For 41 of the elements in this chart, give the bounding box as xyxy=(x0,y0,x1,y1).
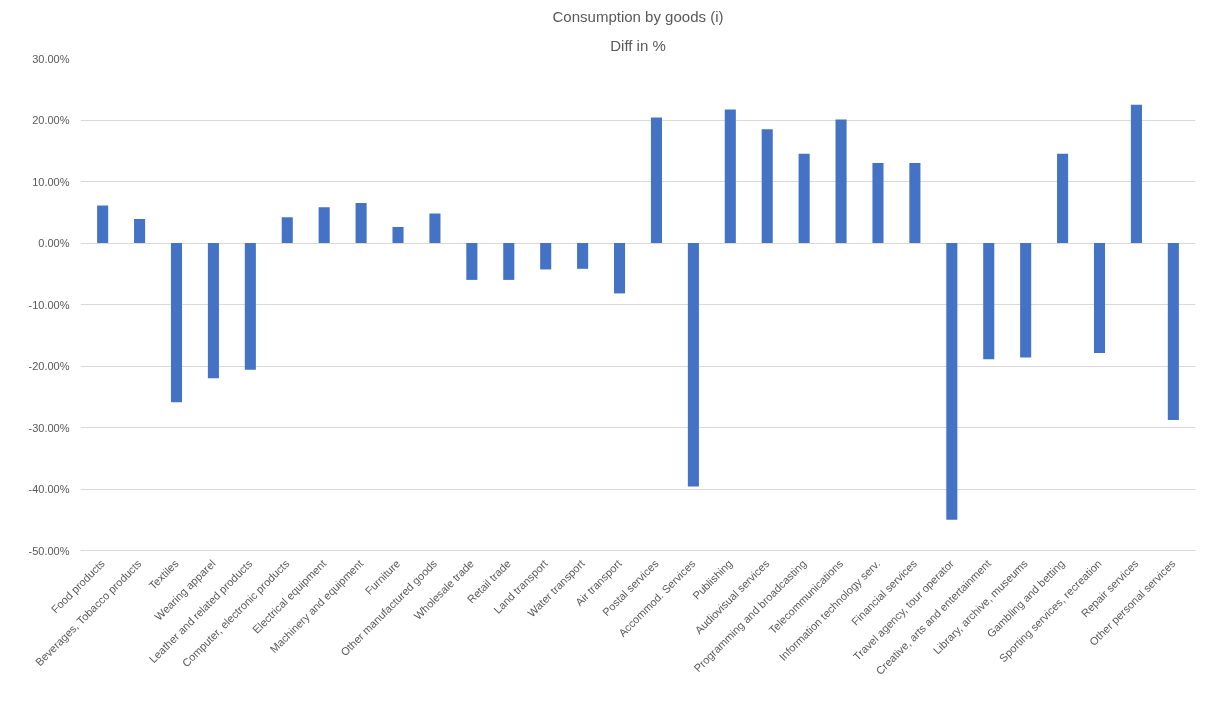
bar xyxy=(1093,243,1106,354)
y-tick-label: -20.00% xyxy=(28,360,70,372)
bar xyxy=(207,243,219,379)
bar xyxy=(134,219,146,243)
y-tick-label: -30.00% xyxy=(28,421,70,434)
bar xyxy=(392,227,404,243)
bar xyxy=(983,243,995,360)
bar xyxy=(946,243,958,520)
bar xyxy=(761,129,773,243)
bar xyxy=(687,243,699,487)
bar xyxy=(540,243,552,270)
y-tick-label: -40.00% xyxy=(28,483,70,495)
bar xyxy=(503,243,515,280)
bar xyxy=(724,109,736,243)
y-tick-label: 10.00% xyxy=(32,175,70,188)
y-tick-label: 0.00% xyxy=(38,237,70,249)
bar xyxy=(1130,104,1142,243)
bar xyxy=(798,153,810,243)
chart-title: Consumption by goods (i) xyxy=(552,7,724,25)
y-tick-label: 30.00% xyxy=(32,52,70,65)
bar xyxy=(650,117,662,243)
bar xyxy=(835,119,847,243)
bar xyxy=(1020,243,1032,358)
bar xyxy=(909,163,921,243)
bar xyxy=(1057,153,1069,243)
bar xyxy=(355,203,367,243)
bar xyxy=(429,213,441,243)
y-tick-label: -50.00% xyxy=(28,544,70,557)
bar xyxy=(614,243,626,294)
bar xyxy=(577,243,589,269)
y-tick-label: -10.00% xyxy=(28,298,70,311)
bar xyxy=(872,163,884,243)
bar xyxy=(170,243,183,403)
bar xyxy=(466,243,478,280)
y-tick-label: 20.00% xyxy=(32,114,70,126)
bar xyxy=(97,205,109,243)
chart-subtitle: Diff in % xyxy=(610,36,666,54)
bar xyxy=(318,207,330,243)
bar xyxy=(1167,243,1179,421)
bar xyxy=(244,243,256,370)
bar xyxy=(281,217,293,243)
